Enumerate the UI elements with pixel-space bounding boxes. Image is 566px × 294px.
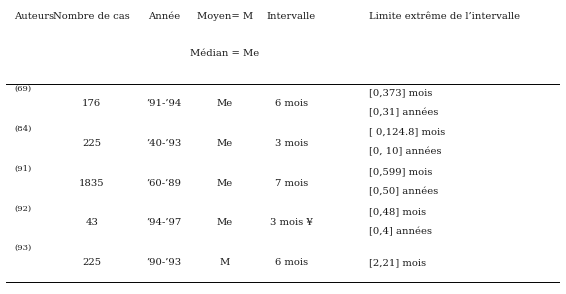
Text: 3 mois ¥: 3 mois ¥ — [270, 218, 313, 227]
Text: [0,599] mois: [0,599] mois — [369, 167, 432, 176]
Text: 43: 43 — [85, 218, 98, 227]
Text: 176: 176 — [82, 99, 101, 108]
Text: Me: Me — [217, 178, 233, 188]
Text: [2,21] mois: [2,21] mois — [369, 258, 426, 267]
Text: (91): (91) — [14, 165, 31, 173]
Text: Me: Me — [217, 139, 233, 148]
Text: Nombre de cas: Nombre de cas — [53, 11, 130, 21]
Text: (92): (92) — [14, 204, 31, 212]
Text: [ 0,124.8] mois: [ 0,124.8] mois — [369, 128, 445, 137]
Text: Limite extrême de l’intervalle: Limite extrême de l’intervalle — [369, 11, 520, 21]
Text: ’94-’97: ’94-’97 — [146, 218, 181, 227]
Text: [0,4] années: [0,4] années — [369, 227, 432, 236]
Text: [0,50] années: [0,50] années — [369, 187, 438, 196]
Text: [0, 10] années: [0, 10] années — [369, 147, 441, 157]
Text: Moyen= M: Moyen= M — [197, 11, 253, 21]
Text: (84): (84) — [14, 125, 31, 133]
Text: Me: Me — [217, 218, 233, 227]
Text: [0,48] mois: [0,48] mois — [369, 207, 426, 216]
Text: ’60-’89: ’60-’89 — [146, 178, 181, 188]
Text: [0,31] années: [0,31] années — [369, 108, 438, 117]
Text: [0,373] mois: [0,373] mois — [369, 88, 432, 97]
Text: ’40-’93: ’40-’93 — [146, 139, 181, 148]
Text: 7 mois: 7 mois — [275, 178, 308, 188]
Text: 225: 225 — [82, 139, 101, 148]
Text: (69): (69) — [14, 85, 31, 93]
Text: Auteurs: Auteurs — [14, 11, 54, 21]
Text: 6 mois: 6 mois — [275, 99, 308, 108]
Text: ’91-’94: ’91-’94 — [146, 99, 182, 108]
Text: Médian = Me: Médian = Me — [190, 49, 259, 58]
Text: Me: Me — [217, 99, 233, 108]
Text: Intervalle: Intervalle — [267, 11, 316, 21]
Text: 225: 225 — [82, 258, 101, 267]
Text: (93): (93) — [14, 244, 31, 252]
Text: 3 mois: 3 mois — [275, 139, 308, 148]
Text: Année: Année — [148, 11, 180, 21]
Text: M: M — [220, 258, 230, 267]
Text: 6 mois: 6 mois — [275, 258, 308, 267]
Text: 1835: 1835 — [79, 178, 105, 188]
Text: ’90-’93: ’90-’93 — [146, 258, 181, 267]
